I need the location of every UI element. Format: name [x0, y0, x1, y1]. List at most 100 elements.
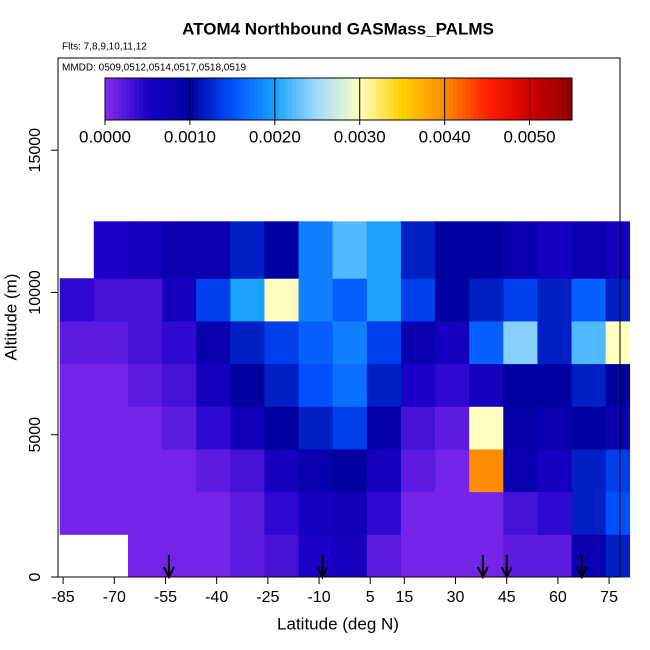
- heat-cell: [366, 278, 402, 322]
- heat-cell: [332, 448, 368, 493]
- heat-cell: [605, 491, 631, 535]
- colorbar-swatch: [113, 78, 119, 120]
- colorbar-swatch: [240, 78, 246, 120]
- colorbar-swatch: [194, 78, 199, 120]
- heat-cell: [469, 320, 504, 365]
- heat-cell: [127, 363, 163, 407]
- heat-cell: [503, 406, 538, 450]
- colorbar-swatch: [427, 78, 433, 120]
- heat-cell: [537, 406, 573, 450]
- colorbar-swatch: [330, 78, 335, 120]
- heat-cell: [196, 363, 231, 407]
- colorbar-swatch: [270, 78, 276, 120]
- heat-cell: [537, 491, 573, 535]
- x-tick-label: -85: [52, 589, 75, 606]
- heat-cell: [537, 363, 573, 407]
- colorbar-swatch: [300, 78, 306, 120]
- heat-cell: [264, 406, 300, 450]
- colorbar-swatch: [228, 78, 233, 120]
- heat-cell: [196, 320, 231, 365]
- heat-cell: [435, 448, 470, 493]
- colorbar-swatch: [151, 78, 157, 120]
- colorbar-swatch: [198, 78, 204, 120]
- heat-cell: [230, 534, 265, 578]
- heat-cell: [435, 320, 470, 365]
- colorbar-swatch: [419, 78, 424, 120]
- colorbar-swatch: [313, 78, 318, 120]
- colorbar-swatch: [215, 78, 221, 120]
- colorbar-swatch: [317, 78, 323, 120]
- heat-cell: [435, 406, 470, 450]
- colorbar-swatch: [202, 78, 208, 120]
- heat-cell: [605, 448, 631, 493]
- heat-cell: [298, 448, 334, 493]
- heat-cell: [127, 534, 163, 578]
- heat-cell: [93, 406, 129, 450]
- colorbar-swatch: [529, 78, 535, 120]
- colorbar-swatch: [495, 78, 501, 120]
- heat-cell: [503, 363, 538, 407]
- heat-cell: [230, 320, 265, 365]
- x-tick-label: -70: [103, 589, 126, 606]
- heat-cell: [537, 448, 573, 493]
- heat-cell: [366, 320, 402, 365]
- heat-cell: [59, 363, 95, 407]
- colorbar-swatch: [109, 78, 114, 120]
- colorbar-swatch: [512, 78, 518, 120]
- chart-title: ATOM4 Northbound GASMass_PALMS: [182, 19, 494, 38]
- heat-cell: [400, 406, 436, 450]
- y-axis-title: Altitude (m): [1, 274, 20, 361]
- heat-cell: [332, 320, 368, 365]
- annotation: MMDD: 0509,0512,0514,0517,0518,0519: [62, 63, 246, 74]
- colorbar-swatch: [465, 78, 471, 120]
- heat-cell: [93, 491, 129, 535]
- colorbar-swatch: [296, 78, 301, 120]
- heat-cell: [366, 221, 402, 279]
- x-tick-label: -10: [307, 589, 330, 606]
- colorbar-swatch: [189, 78, 195, 120]
- heat-cell: [59, 278, 95, 322]
- heat-cell: [93, 363, 129, 407]
- colorbar-swatch: [470, 78, 475, 120]
- colorbar-swatch: [431, 78, 437, 120]
- colorbar-swatch: [474, 78, 480, 120]
- colorbar-swatch: [478, 78, 484, 120]
- heat-cell: [264, 278, 300, 322]
- heat-cell: [162, 448, 197, 493]
- colorbar-swatch: [368, 78, 373, 120]
- heat-cell: [400, 448, 436, 493]
- arrow-head: [316, 566, 329, 580]
- heat-cell: [503, 534, 538, 578]
- colorbar-swatch: [380, 78, 386, 120]
- colorbar-swatch: [257, 78, 263, 120]
- colorbar-swatch: [279, 78, 284, 120]
- colorbar-swatch: [457, 78, 463, 120]
- colorbar-swatch: [143, 78, 148, 120]
- heat-cell: [264, 491, 300, 535]
- colorbar-swatch: [274, 78, 280, 120]
- heat-cell: [503, 221, 538, 279]
- heat-cell: [435, 534, 470, 578]
- heat-cell: [571, 221, 607, 279]
- heat-cell: [230, 491, 265, 535]
- heat-cell: [605, 534, 631, 578]
- x-tick-label: 45: [498, 589, 516, 606]
- heat-cell: [469, 491, 504, 535]
- heat-cell: [571, 278, 607, 322]
- colorbar-swatch: [521, 78, 526, 120]
- colorbar-swatch: [546, 78, 552, 120]
- heat-cell: [400, 320, 436, 365]
- subtitle: Flts: 7,8,9,10,11,12: [62, 42, 147, 53]
- colorbar-swatch: [453, 78, 458, 120]
- y-tick-label: 10000: [27, 270, 44, 315]
- colorbar-swatch: [351, 78, 356, 120]
- x-tick-label: -40: [205, 589, 228, 606]
- colorbar-swatch: [487, 78, 492, 120]
- arrow-head: [163, 566, 175, 580]
- heat-cell: [196, 448, 231, 493]
- colorbar-swatch: [291, 78, 297, 120]
- colorbar-tick-label: 0.0030: [334, 127, 386, 146]
- x-tick-label: 60: [549, 589, 567, 606]
- heat-cell: [435, 221, 470, 279]
